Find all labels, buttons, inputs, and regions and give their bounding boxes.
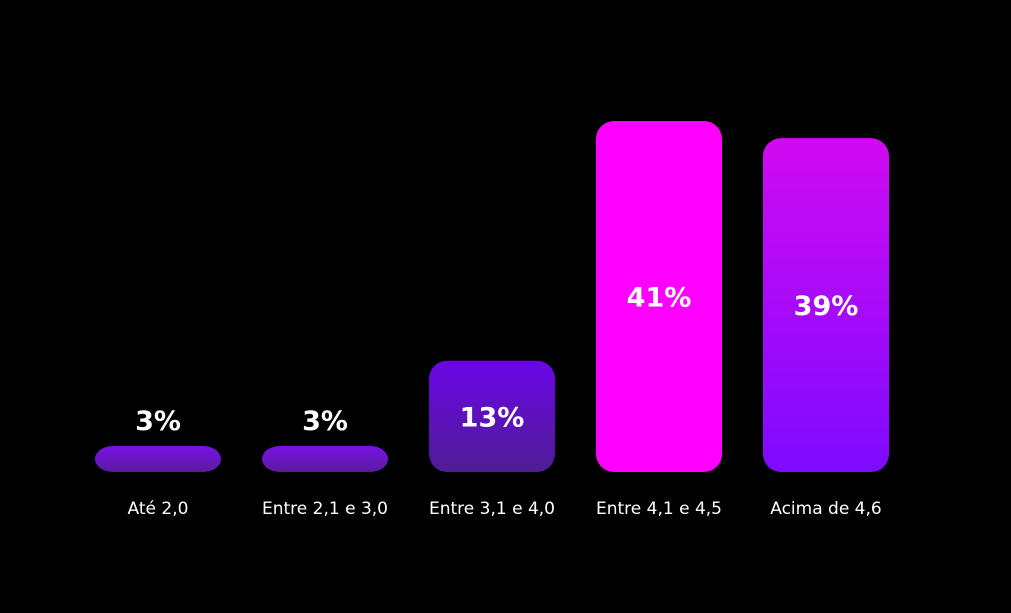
bar-value-label-3: 13% <box>460 402 525 433</box>
bar-2 <box>262 446 388 472</box>
bar-5 <box>763 138 889 472</box>
category-label-4: Entre 4,1 e 4,5 <box>596 499 722 519</box>
bar-value-label-1: 3% <box>135 406 181 437</box>
bar-3 <box>429 360 555 472</box>
category-label-1: Até 2,0 <box>128 499 189 519</box>
category-label-3: Entre 3,1 e 4,0 <box>429 499 555 519</box>
category-labels-layer: Até 2,0 Entre 2,1 e 3,0 Entre 3,1 e 4,0 Ent… <box>128 499 882 519</box>
bar-value-label-2: 3% <box>302 406 348 437</box>
category-label-5: Acima de 4,6 <box>770 499 881 519</box>
bar-value-label-5: 39% <box>794 291 859 322</box>
value-labels-layer: 3% 3% 13% 41% 39% <box>135 283 858 438</box>
bar-value-label-4: 41% <box>627 283 692 314</box>
category-label-2: Entre 2,1 e 3,0 <box>262 499 388 519</box>
bar-4 <box>596 121 722 472</box>
bar-1 <box>95 446 221 472</box>
bars-layer <box>95 121 889 472</box>
